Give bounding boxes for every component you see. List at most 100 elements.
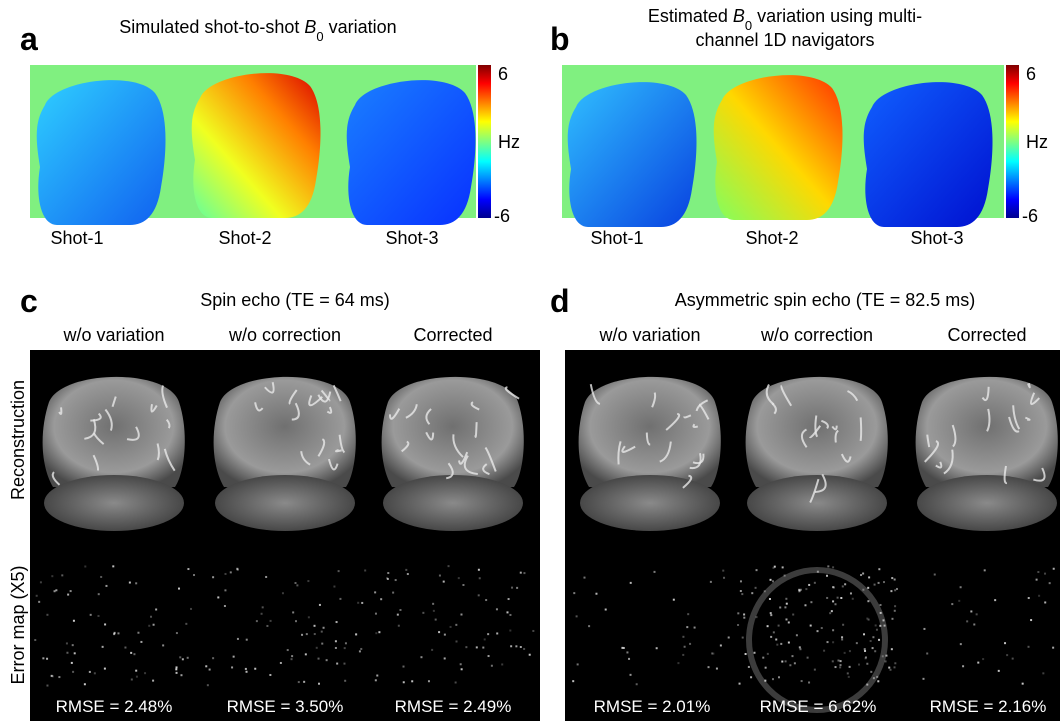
error-speck — [776, 644, 778, 646]
error-speck — [237, 638, 239, 640]
error-speck — [455, 624, 457, 626]
error-speck — [148, 625, 150, 627]
error-speck — [261, 613, 263, 615]
sulcus — [336, 450, 342, 451]
colorbar-min: -6 — [494, 206, 510, 226]
rmse-label: RMSE = 2.49% — [395, 697, 512, 716]
error-speck — [506, 611, 508, 613]
error-speck — [870, 671, 872, 673]
rmse-label: RMSE = 3.50% — [227, 697, 344, 716]
error-speck — [190, 608, 192, 610]
error-speck — [786, 603, 788, 605]
error-speck — [792, 614, 794, 616]
error-speck — [38, 601, 40, 603]
error-speck — [588, 625, 590, 627]
error-speck — [34, 639, 36, 641]
error-speck — [595, 593, 597, 595]
error-speck — [178, 588, 180, 590]
b0-map — [347, 80, 476, 225]
error-speck — [723, 577, 725, 579]
error-speck — [233, 656, 235, 658]
error-speck — [862, 573, 864, 575]
error-speck — [1037, 571, 1039, 573]
error-speck — [740, 590, 742, 592]
error-speck — [55, 589, 57, 591]
error-speck — [982, 658, 984, 660]
error-speck — [896, 588, 898, 590]
error-speck — [523, 572, 525, 574]
error-speck — [438, 631, 440, 633]
error-speck — [66, 642, 68, 644]
error-speck — [867, 587, 869, 589]
error-speck — [179, 656, 181, 658]
error-speck — [888, 667, 890, 669]
error-speck — [781, 661, 783, 663]
error-speck — [224, 589, 226, 591]
shot-label: Shot-1 — [50, 228, 103, 248]
error-speck — [814, 669, 816, 671]
error-speck — [835, 666, 837, 668]
error-speck — [73, 620, 75, 622]
error-speck — [306, 633, 308, 635]
error-speck — [254, 668, 256, 670]
error-speck — [511, 587, 513, 589]
colorbar-max: 6 — [498, 64, 508, 84]
error-speck — [882, 655, 884, 657]
cerebellum — [580, 475, 720, 531]
error-speck — [862, 589, 864, 591]
error-speck — [817, 630, 819, 632]
error-speck — [318, 683, 320, 685]
error-speck — [879, 625, 881, 627]
error-speck — [71, 662, 73, 664]
error-speck — [748, 666, 750, 668]
panel-title: Estimated B0 variation using multi- — [648, 6, 922, 33]
error-speck — [951, 603, 953, 605]
error-speck — [799, 648, 801, 650]
error-speck — [767, 625, 769, 627]
error-speck — [515, 645, 517, 647]
column-label: Corrected — [413, 325, 492, 345]
error-speck — [135, 670, 137, 672]
error-speck — [751, 592, 753, 594]
error-speck — [262, 606, 264, 608]
error-speck — [870, 640, 872, 642]
error-speck — [509, 630, 511, 632]
error-speck — [392, 592, 394, 594]
error-speck — [291, 655, 293, 657]
error-speck — [212, 576, 214, 578]
error-speck — [374, 591, 376, 593]
error-speck — [716, 668, 718, 670]
error-speck — [827, 565, 829, 567]
error-speck — [496, 632, 498, 634]
error-speck — [460, 614, 462, 616]
error-speck — [875, 624, 877, 626]
error-speck — [621, 647, 623, 649]
error-speck — [770, 614, 772, 616]
error-speck — [765, 667, 767, 669]
error-speck — [796, 634, 798, 636]
error-speck — [403, 666, 405, 668]
error-speck — [684, 646, 686, 648]
error-speck — [386, 577, 388, 579]
error-speck — [205, 665, 207, 667]
error-speck — [130, 652, 132, 654]
error-speck — [764, 680, 766, 682]
reconstruction — [579, 377, 721, 487]
error-speck — [577, 663, 579, 665]
error-speck — [405, 569, 407, 571]
error-speck — [140, 641, 142, 643]
error-speck — [770, 636, 772, 638]
error-speck — [124, 647, 126, 649]
error-speck — [314, 625, 316, 627]
error-speck — [860, 574, 862, 576]
b0-map — [192, 73, 321, 218]
error-speck — [832, 660, 834, 662]
rmse-label: RMSE = 2.16% — [930, 697, 1047, 716]
error-speck — [807, 657, 809, 659]
error-speck — [117, 632, 119, 634]
error-speck — [722, 570, 724, 572]
colorbar-unit: Hz — [1026, 132, 1048, 152]
error-speck — [335, 640, 337, 642]
error-speck — [270, 620, 272, 622]
error-speck — [316, 647, 318, 649]
